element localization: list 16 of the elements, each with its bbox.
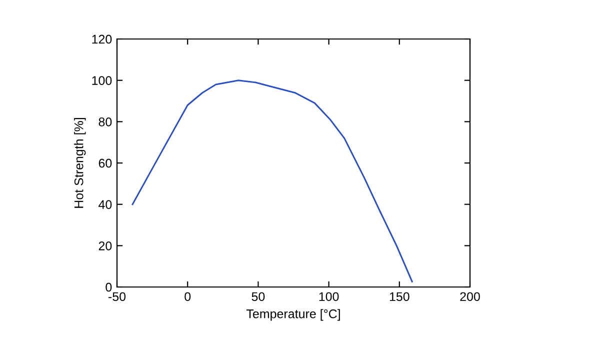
y-tick-label: 40 [98, 200, 112, 209]
y-tick-label: 20 [98, 241, 112, 250]
y-tick-label: 0 [106, 282, 112, 292]
y-axis-title: Hot Strength [%] [74, 118, 86, 208]
y-tick-label: 120 [92, 34, 112, 44]
line-series [132, 80, 413, 282]
x-tick-label: 200 [460, 292, 480, 302]
y-tick-label: 60 [98, 158, 112, 168]
x-tick-label: 50 [252, 292, 265, 302]
x-tick-label: 150 [390, 292, 410, 302]
x-tick-label: -50 [108, 292, 126, 302]
y-tick-label: 80 [98, 117, 112, 126]
x-tick-label: 0 [184, 292, 191, 302]
y-tick-label: 100 [92, 76, 112, 85]
x-tick-label: 100 [319, 292, 339, 302]
x-axis-title: Temperature [°C] [246, 309, 340, 321]
